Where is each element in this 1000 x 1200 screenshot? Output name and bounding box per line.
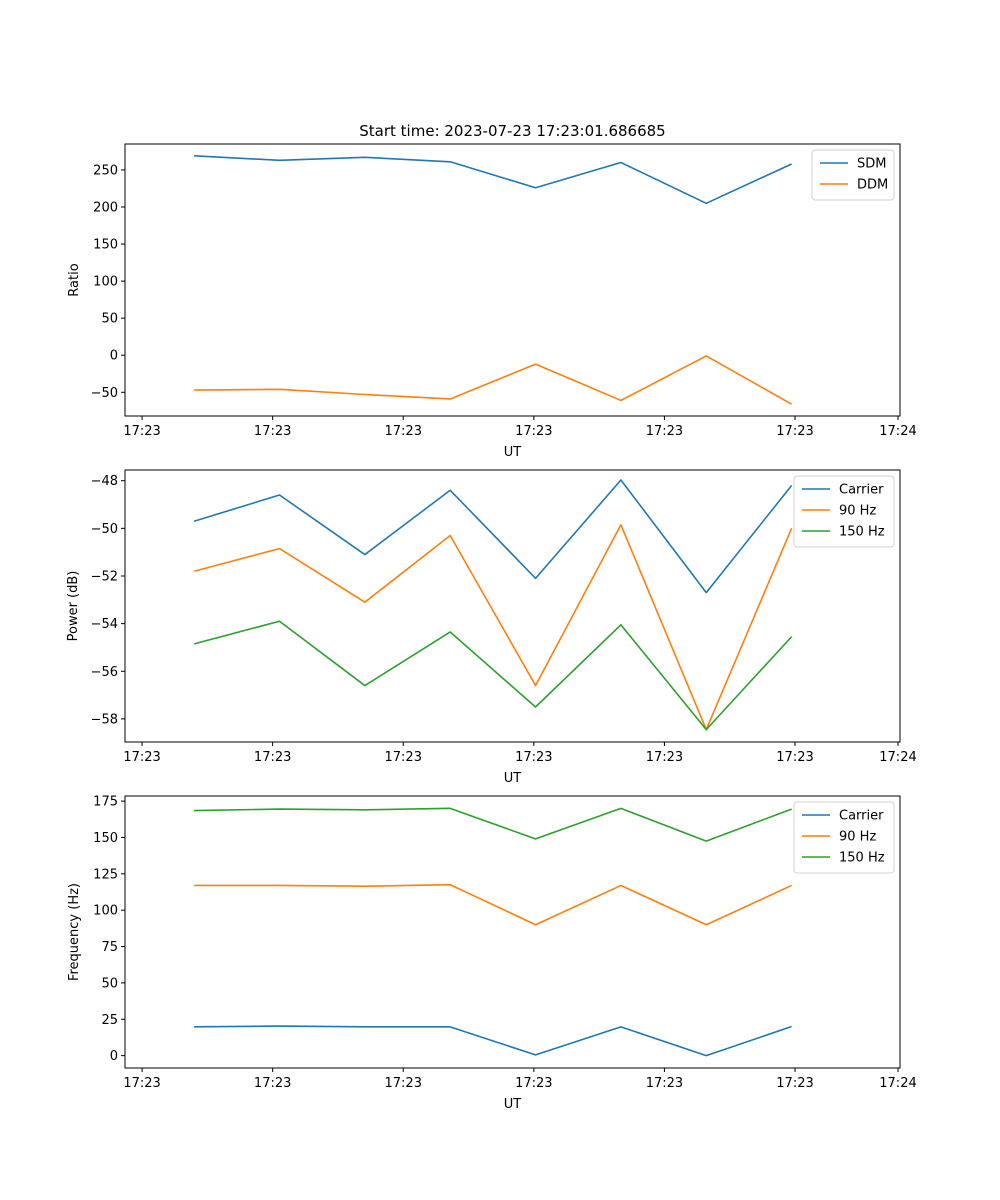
series-line-150-hz: [194, 807, 792, 842]
y-tick-label: 200: [93, 200, 118, 215]
x-tick-label: 17:23: [254, 1076, 291, 1091]
y-tick-label: 150: [93, 238, 118, 253]
x-tick-label: 17:23: [123, 1076, 160, 1091]
y-axis-label: Frequency (Hz): [67, 883, 82, 981]
frequency-chart: 17:23 17:23 17:23 17:23 17:23 17:23 17:24 0 25 50…: [67, 795, 917, 1112]
x-tick-label: 17:23: [515, 1076, 552, 1091]
y-tick-label: 125: [93, 867, 118, 882]
series-line-150-hz: [193, 620, 793, 731]
legend-label: 150 Hz: [839, 851, 885, 866]
y-tick-label: −50: [91, 522, 118, 537]
y-tick-label: 0: [110, 349, 118, 364]
x-tick-label: 17:23: [515, 424, 552, 439]
x-tick-label: 17:24: [879, 424, 916, 439]
y-tick-label: −58: [91, 712, 118, 727]
x-tick-label: 17:23: [776, 1076, 813, 1091]
y-tick-label: 75: [101, 940, 118, 955]
y-tick-label: 250: [93, 163, 118, 178]
x-tick-label: 17:23: [123, 424, 160, 439]
series-line-90-hz: [194, 883, 792, 926]
series-line-carrier: [194, 1025, 792, 1057]
y-tick-label: −50: [91, 386, 118, 401]
legend-label: 90 Hz: [839, 504, 876, 519]
legend-label: 90 Hz: [839, 830, 876, 845]
x-tick-label: 17:23: [646, 750, 683, 765]
legend-label: Carrier: [839, 809, 884, 824]
y-tick-label: −52: [91, 569, 118, 584]
x-tick-label: 17:23: [776, 424, 813, 439]
legend: [793, 801, 895, 874]
legend-label: 150 Hz: [839, 525, 885, 540]
y-tick-label: 0: [110, 1049, 118, 1064]
axes-frame: [124, 469, 901, 743]
x-tick-label: 17:24: [879, 750, 916, 765]
y-tick-label: −48: [91, 474, 118, 489]
y-axis-label: Power (dB): [66, 571, 81, 642]
x-tick-label: 17:23: [254, 750, 291, 765]
x-tick-label: 17:23: [646, 424, 683, 439]
x-tick-label: 17:23: [385, 750, 422, 765]
legend-label: SDM: [857, 157, 886, 172]
x-axis-label: UT: [504, 445, 522, 460]
y-tick-label: 25: [101, 1013, 118, 1028]
y-tick-label: 175: [93, 795, 118, 810]
y-tick-label: 50: [101, 976, 118, 991]
ratio-chart: Start time: 2023-07-23 17:23:01.686685 1…: [67, 122, 917, 460]
x-axis-label: UT: [504, 1097, 522, 1112]
x-tick-label: 17:23: [646, 1076, 683, 1091]
axes-frame: [124, 795, 901, 1069]
y-tick-label: 50: [101, 312, 118, 327]
y-axis-label: Ratio: [67, 263, 82, 296]
chart-title: Start time: 2023-07-23 17:23:01.686685: [359, 122, 665, 140]
y-tick-label: −56: [91, 665, 118, 680]
legend-label: DDM: [857, 178, 888, 193]
x-tick-label: 17:23: [515, 750, 552, 765]
x-tick-label: 17:23: [385, 1076, 422, 1091]
x-tick-label: 17:23: [254, 424, 291, 439]
x-axis-label: UT: [504, 771, 522, 786]
series-line-90-hz: [193, 523, 793, 731]
power-chart: 17:23 17:23 17:23 17:23 17:23 17:23 17:24 −58 −5…: [66, 469, 917, 786]
axes-frame: [124, 143, 901, 417]
y-tick-label: 100: [93, 275, 118, 290]
y-tick-label: 100: [93, 904, 118, 919]
series-line-carrier: [193, 479, 793, 594]
legend-label: Carrier: [839, 483, 884, 498]
x-tick-label: 17:23: [123, 750, 160, 765]
legend: [793, 475, 895, 548]
x-tick-label: 17:23: [385, 424, 422, 439]
y-tick-label: 150: [93, 831, 118, 846]
series-line-ddm: [194, 355, 792, 405]
x-tick-label: 17:24: [879, 1076, 916, 1091]
y-tick-label: −54: [91, 617, 118, 632]
x-tick-label: 17:23: [776, 750, 813, 765]
series-line-sdm: [194, 155, 792, 205]
